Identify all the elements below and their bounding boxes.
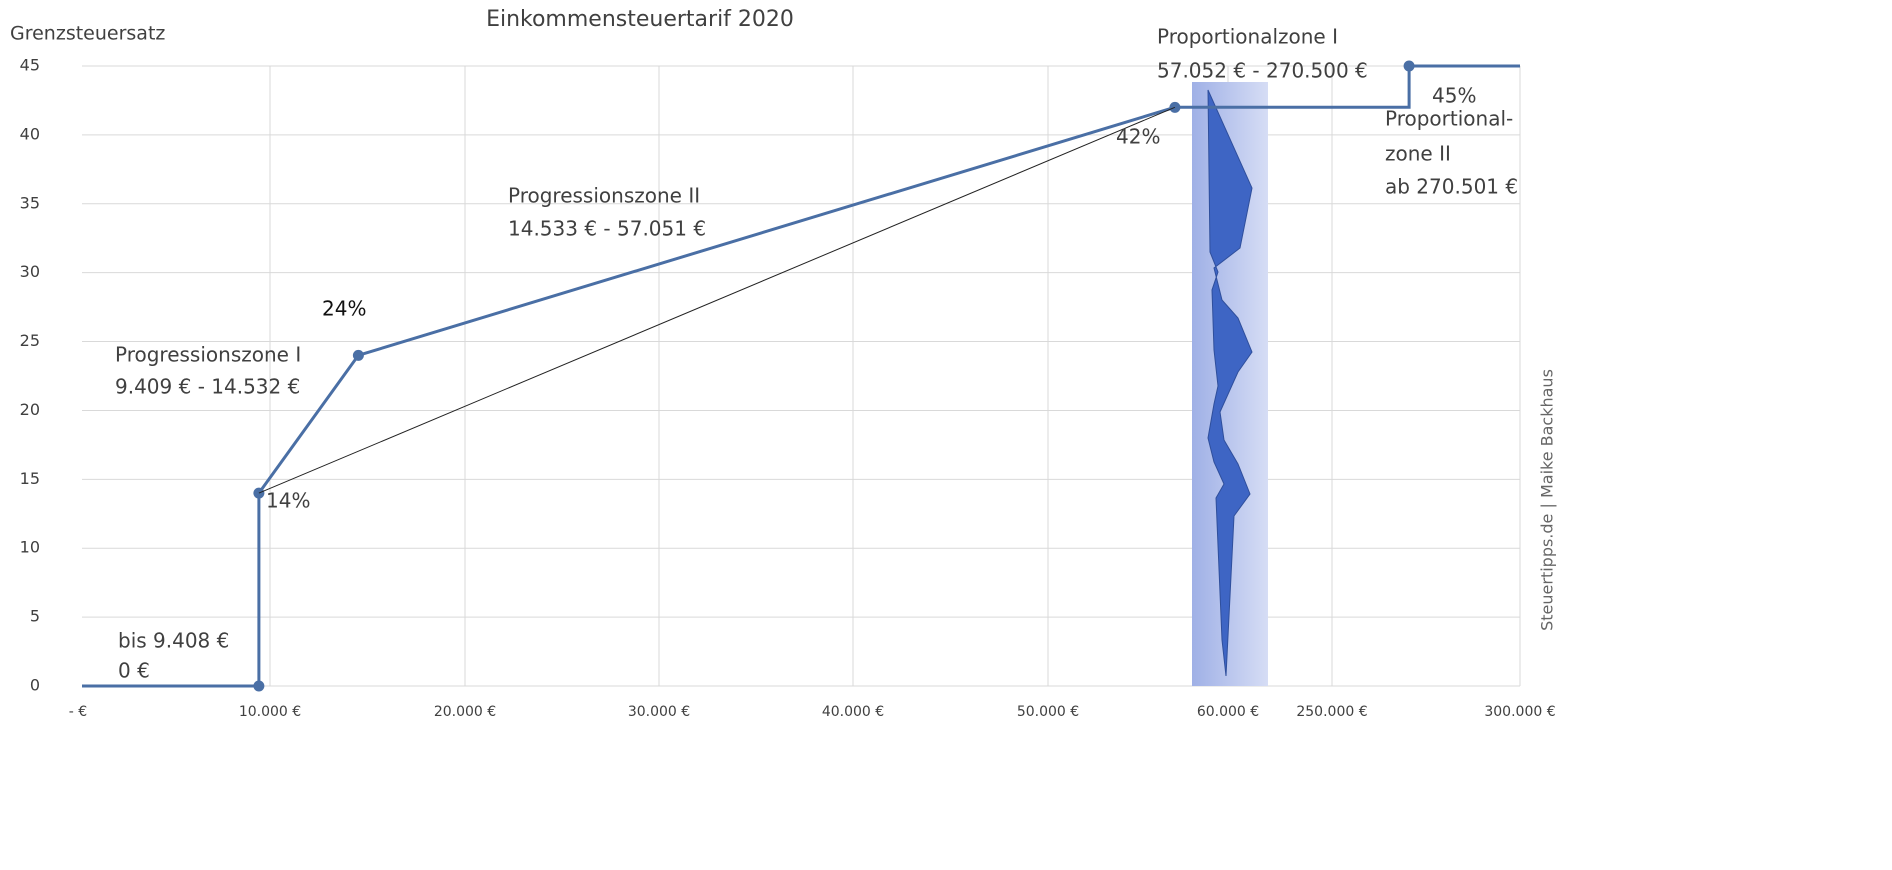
x-tick-label: 40.000 €: [822, 704, 884, 720]
x-tick-label: 30.000 €: [628, 704, 690, 720]
x-tick-label: - €: [69, 704, 87, 720]
y-tick-label: 45: [20, 56, 40, 75]
annotation: Proportional-: [1385, 107, 1513, 131]
annotation: Proportionalzone I: [1157, 25, 1338, 49]
x-tick-label: 250.000 €: [1296, 704, 1367, 720]
y-tick-label: 10: [20, 538, 40, 557]
marker: [253, 680, 265, 692]
y-tick-label: 20: [20, 400, 40, 419]
annotation: Progressionszone II: [508, 184, 700, 208]
y-tick-label: 35: [20, 193, 40, 212]
annotation: 57.052 € - 270.500 €: [1157, 59, 1368, 83]
annotation: zone II: [1385, 142, 1451, 166]
x-tick-label: 60.000 €: [1197, 704, 1259, 720]
y-tick-label: 5: [30, 607, 40, 626]
x-tick-label: 300.000 €: [1484, 704, 1555, 720]
marker: [352, 349, 364, 361]
annotation: 42%: [1116, 125, 1160, 149]
y-tick-label: 25: [20, 331, 40, 350]
x-tick-label: 20.000 €: [434, 704, 496, 720]
grid: [82, 65, 1521, 687]
y-tick-label: 0: [30, 676, 40, 695]
marker: [253, 487, 265, 499]
chart-title: Einkommensteuertarif 2020: [486, 7, 794, 32]
y-tick-label: 15: [20, 469, 40, 488]
annotation: bis 9.408 €: [118, 629, 229, 653]
plot: [82, 60, 1520, 692]
annotation: 9.409 € - 14.532 €: [115, 375, 300, 399]
annotation: 14%: [266, 489, 310, 513]
x-tick-label: 10.000 €: [239, 704, 301, 720]
marker: [1169, 101, 1181, 113]
annotation: 0 €: [118, 659, 150, 683]
y-tick-label: 30: [20, 262, 40, 281]
line: [82, 64, 1520, 688]
annotation: 14.533 € - 57.051 €: [508, 217, 706, 241]
annotation: ab 270.501 €: [1385, 175, 1518, 199]
annotation: 45%: [1432, 84, 1476, 108]
credit: Steuertipps.de | Maike Backhaus: [1538, 369, 1557, 631]
axis-break-symbol: [1207, 89, 1253, 677]
marker: [1403, 60, 1415, 72]
annotation: 24%: [322, 297, 366, 321]
line: [258, 106, 1176, 494]
y-axis-label: Grenzsteuersatz: [10, 23, 165, 45]
annotation: Progressionszone I: [115, 343, 301, 367]
x-tick-label: 50.000 €: [1017, 704, 1079, 720]
y-tick-label: 40: [20, 124, 40, 143]
